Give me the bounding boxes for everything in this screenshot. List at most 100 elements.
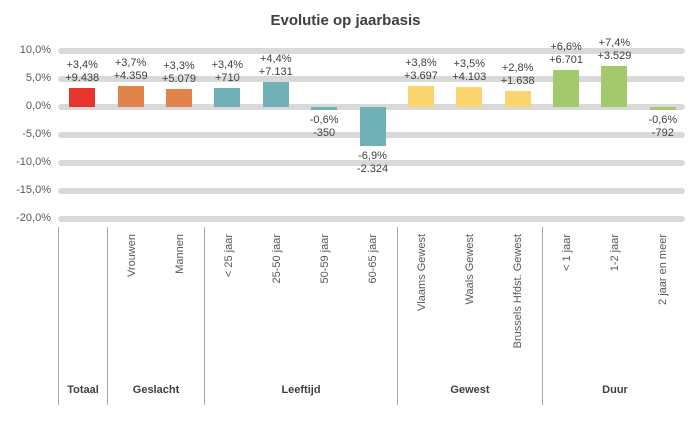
bar [117,86,144,107]
bar-abs-label: +3.529 [597,49,632,62]
y-tick-label: 5,0% [25,72,51,84]
x-label-row: Vlaams Gewest Waals Gewest Brussels Hfdst.… [398,227,542,375]
bar-pct-label: +4,4% [259,53,292,66]
bar [504,91,531,107]
bar-slot: +3,3% +5.079 [155,39,203,227]
gridline [58,160,685,166]
x-label-slot: Vrouwen [108,227,156,375]
bar-pct-label: +3,7% [114,57,147,70]
bar [553,70,580,107]
bar [359,107,386,146]
bar-value-label: +2,8% +1.638 [479,62,555,88]
bar-abs-label: -792 [651,127,674,140]
bar-pct-label: +3,4% [211,58,244,71]
bar-slot: +3,5% +4.103 [445,39,493,227]
bar-abs-label: +3.697 [403,69,438,82]
bar [69,87,96,107]
group-label: Geslacht [132,384,180,396]
bar-pct-label: -0,6% [309,114,339,127]
y-axis: 10,0% 5,0% 0,0% -5,0% -10,0% -15,0% -20,0% [0,39,58,227]
bar-value-label: +3,8% +3.697 [383,57,459,83]
bar-pct-label: +3,8% [405,56,437,69]
x-label-slot: Waals Gewest [446,227,494,375]
bar-value-label: +3,4% +9.438 [44,59,120,85]
gridline [58,76,685,82]
axis-group: Vrouwen Mannen Geslacht [107,227,204,405]
bar-group: +6,6% +6.701 +7,4% +3.529 -0,6% -792 [542,37,687,227]
bar-group: +3,4% +710 +4,4% +7.131 -0,6% -350 -6,9% -2.324 [203,39,397,227]
gridline [58,48,685,54]
x-label-slot [59,227,107,375]
bar-value-label: +3,7% +4.359 [92,57,168,83]
bar-abs-label: -2.324 [356,162,389,175]
bar [649,107,676,111]
bar [165,88,192,107]
group-label: Duur [602,384,628,396]
x-category-label: < 25 jaar [223,234,235,278]
x-label-row: < 25 jaar 25-50 jaar 50-59 jaar 60-65 jaar [205,227,397,375]
x-label-slot: Vlaams Gewest [398,227,446,375]
x-category-label: 1-2 jaar [609,234,621,272]
axis-group: < 25 jaar 25-50 jaar 50-59 jaar 60-65 jaar L… [204,227,397,405]
plot-and-axis: +3,4% +9.438 +3,7% +4.359 +3,3% +5.079 +3,4% +7… [58,37,687,405]
x-label-slot: 60-65 jaar [349,227,397,375]
x-label-row [59,227,107,375]
gridline [58,188,685,194]
x-category-label: Mannen [174,234,186,274]
bar-slot: -0,6% -350 [300,39,348,227]
bar-slot: +7,4% +3.529 [590,37,638,227]
y-tick-label: -10,0% [16,156,51,168]
x-label-slot: Mannen [156,227,204,375]
x-label-row: < 1 jaar 1-2 jaar 2 jaar en meer [543,227,687,375]
y-tick-label: -15,0% [16,184,51,196]
plot-area: +3,4% +9.438 +3,7% +4.359 +3,3% +5.079 +3,4% +7… [58,37,687,227]
bar-value-label: -6,9% -2.324 [334,150,410,176]
x-label-slot: 50-59 jaar [301,227,349,375]
bar [262,82,289,107]
bar-pct-label: +7,4% [598,36,631,49]
bar-value-label: +6,6% +6.701 [528,41,604,67]
bar-value-label: -0,6% -350 [286,114,362,140]
bar-value-label: +3,4% +710 [189,59,265,85]
bar-slot: +3,4% +9.438 [58,39,106,227]
x-label-slot: 1-2 jaar [591,227,639,375]
bar [214,87,241,107]
bar-abs-label: +9.438 [65,71,100,84]
y-tick-label: 0,0% [25,100,51,112]
bar-slot: +4,4% +7.131 [252,39,300,227]
x-category-label: 2 jaar en meer [657,234,669,305]
category-axis: Totaal Vrouwen Mannen Geslacht < 25 jaar 25-5… [58,227,687,405]
bar-group: +3,7% +4.359 +3,3% +5.079 [106,39,203,227]
bar-abs-label: +710 [214,71,240,84]
bar-pct-label: -6,9% [358,149,387,162]
x-category-label: Vrouwen [126,234,138,278]
bar [456,87,483,107]
x-label-slot: 2 jaar en meer [639,227,687,375]
bars-layer: +3,4% +9.438 +3,7% +4.359 +3,3% +5.079 +3,4% +7… [58,37,687,227]
bar-group: +3,8% +3.697 +3,5% +4.103 +2,8% +1.638 [397,39,542,227]
x-category-label: 60-65 jaar [367,234,379,284]
bar-pct-label: +6,6% [550,41,582,54]
bar-value-label: +3,5% +4.103 [431,58,507,84]
y-tick-label: 10,0% [19,44,51,56]
axis-group: < 1 jaar 1-2 jaar 2 jaar en meer Duur [542,227,687,405]
y-tick-label: -20,0% [16,212,51,224]
bar-slot: +6,6% +6.701 [542,39,590,227]
bar-abs-label: +4.359 [113,70,148,83]
group-label: Totaal [67,384,99,396]
gridline [58,216,685,222]
bar-abs-label: +4.103 [452,71,487,84]
bar-slot: +2,8% +1.638 [493,39,541,227]
axis-group: Totaal [58,227,107,405]
bar [311,107,338,111]
chart-body: 10,0% 5,0% 0,0% -5,0% -10,0% -15,0% -20,0% +3,… [0,37,691,405]
bar-slot: +3,4% +710 [203,39,251,227]
bar-group: +3,4% +9.438 [58,39,106,227]
bar-slot: -6,9% -2.324 [348,39,396,227]
bar-pct-label: +3,5% [453,58,486,71]
bar-abs-label: -350 [313,127,336,140]
bar-abs-label: +6.701 [549,54,584,67]
chart-title: Evolutie op jaarbasis [270,12,421,29]
x-category-label: < 1 jaar [561,234,573,271]
